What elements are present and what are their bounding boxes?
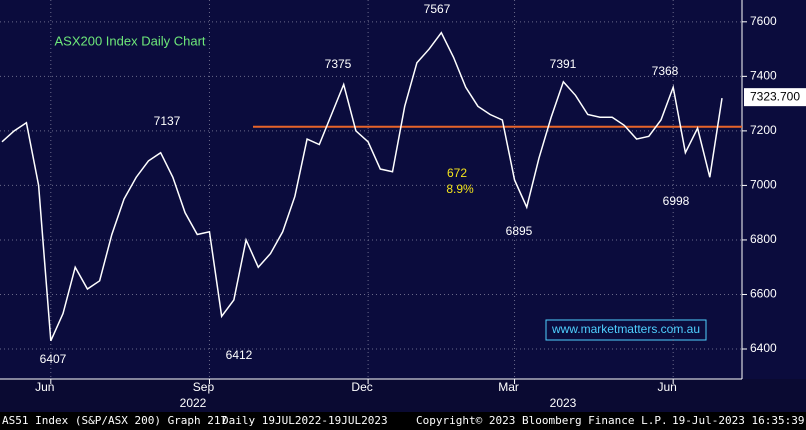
chart-title: ASX200 Index Daily Chart [54,33,205,48]
x-tick-label: Dec [351,380,372,394]
annotation: 7567 [424,2,451,16]
x-tick-label: Jun [35,380,54,394]
watermark-box [545,319,707,341]
annotation: 6895 [506,224,533,238]
x-tick-label: Mar [498,380,519,394]
annotation: 6412 [226,348,253,362]
footer-text: Copyright© 2023 Bloomberg Finance L.P. [416,414,668,427]
annotation: 8.9% [446,182,474,196]
x-tick-label: Sep [193,380,215,394]
footer-bar [0,412,806,430]
footer-text: AS51 Index (S&P/ASX 200) Graph 217 [2,414,227,427]
footer-text: 19-Jul-2023 16:35:39 [672,414,804,427]
y-tick-label: 7600 [750,14,777,28]
y-tick-label: 7400 [750,69,777,83]
x-axis-band [0,379,806,412]
annotation: 7375 [325,57,352,71]
annotation: 6998 [663,194,690,208]
y-tick-label: 6400 [750,341,777,355]
y-tick-label: 7000 [750,178,777,192]
annotation: 7137 [154,114,181,128]
y-tick-label: 6600 [750,287,777,301]
last-price-box [744,88,806,107]
year-label: 2023 [550,396,577,410]
y-tick-label: 6800 [750,232,777,246]
price-line [1,31,723,342]
annotation: 672 [447,166,467,180]
annotation: 7391 [550,57,577,71]
last-price-label: 7323.700 [750,89,800,103]
x-tick-label: Jun [658,380,677,394]
year-label: 2022 [180,396,207,410]
footer-text: Daily 19JUL2022-19JUL2023 [222,414,388,427]
annotation: 7368 [652,64,679,78]
y-tick-label: 7200 [750,123,777,137]
watermark: www.marketmatters.com.au [551,322,700,336]
annotation: 6407 [40,352,67,366]
